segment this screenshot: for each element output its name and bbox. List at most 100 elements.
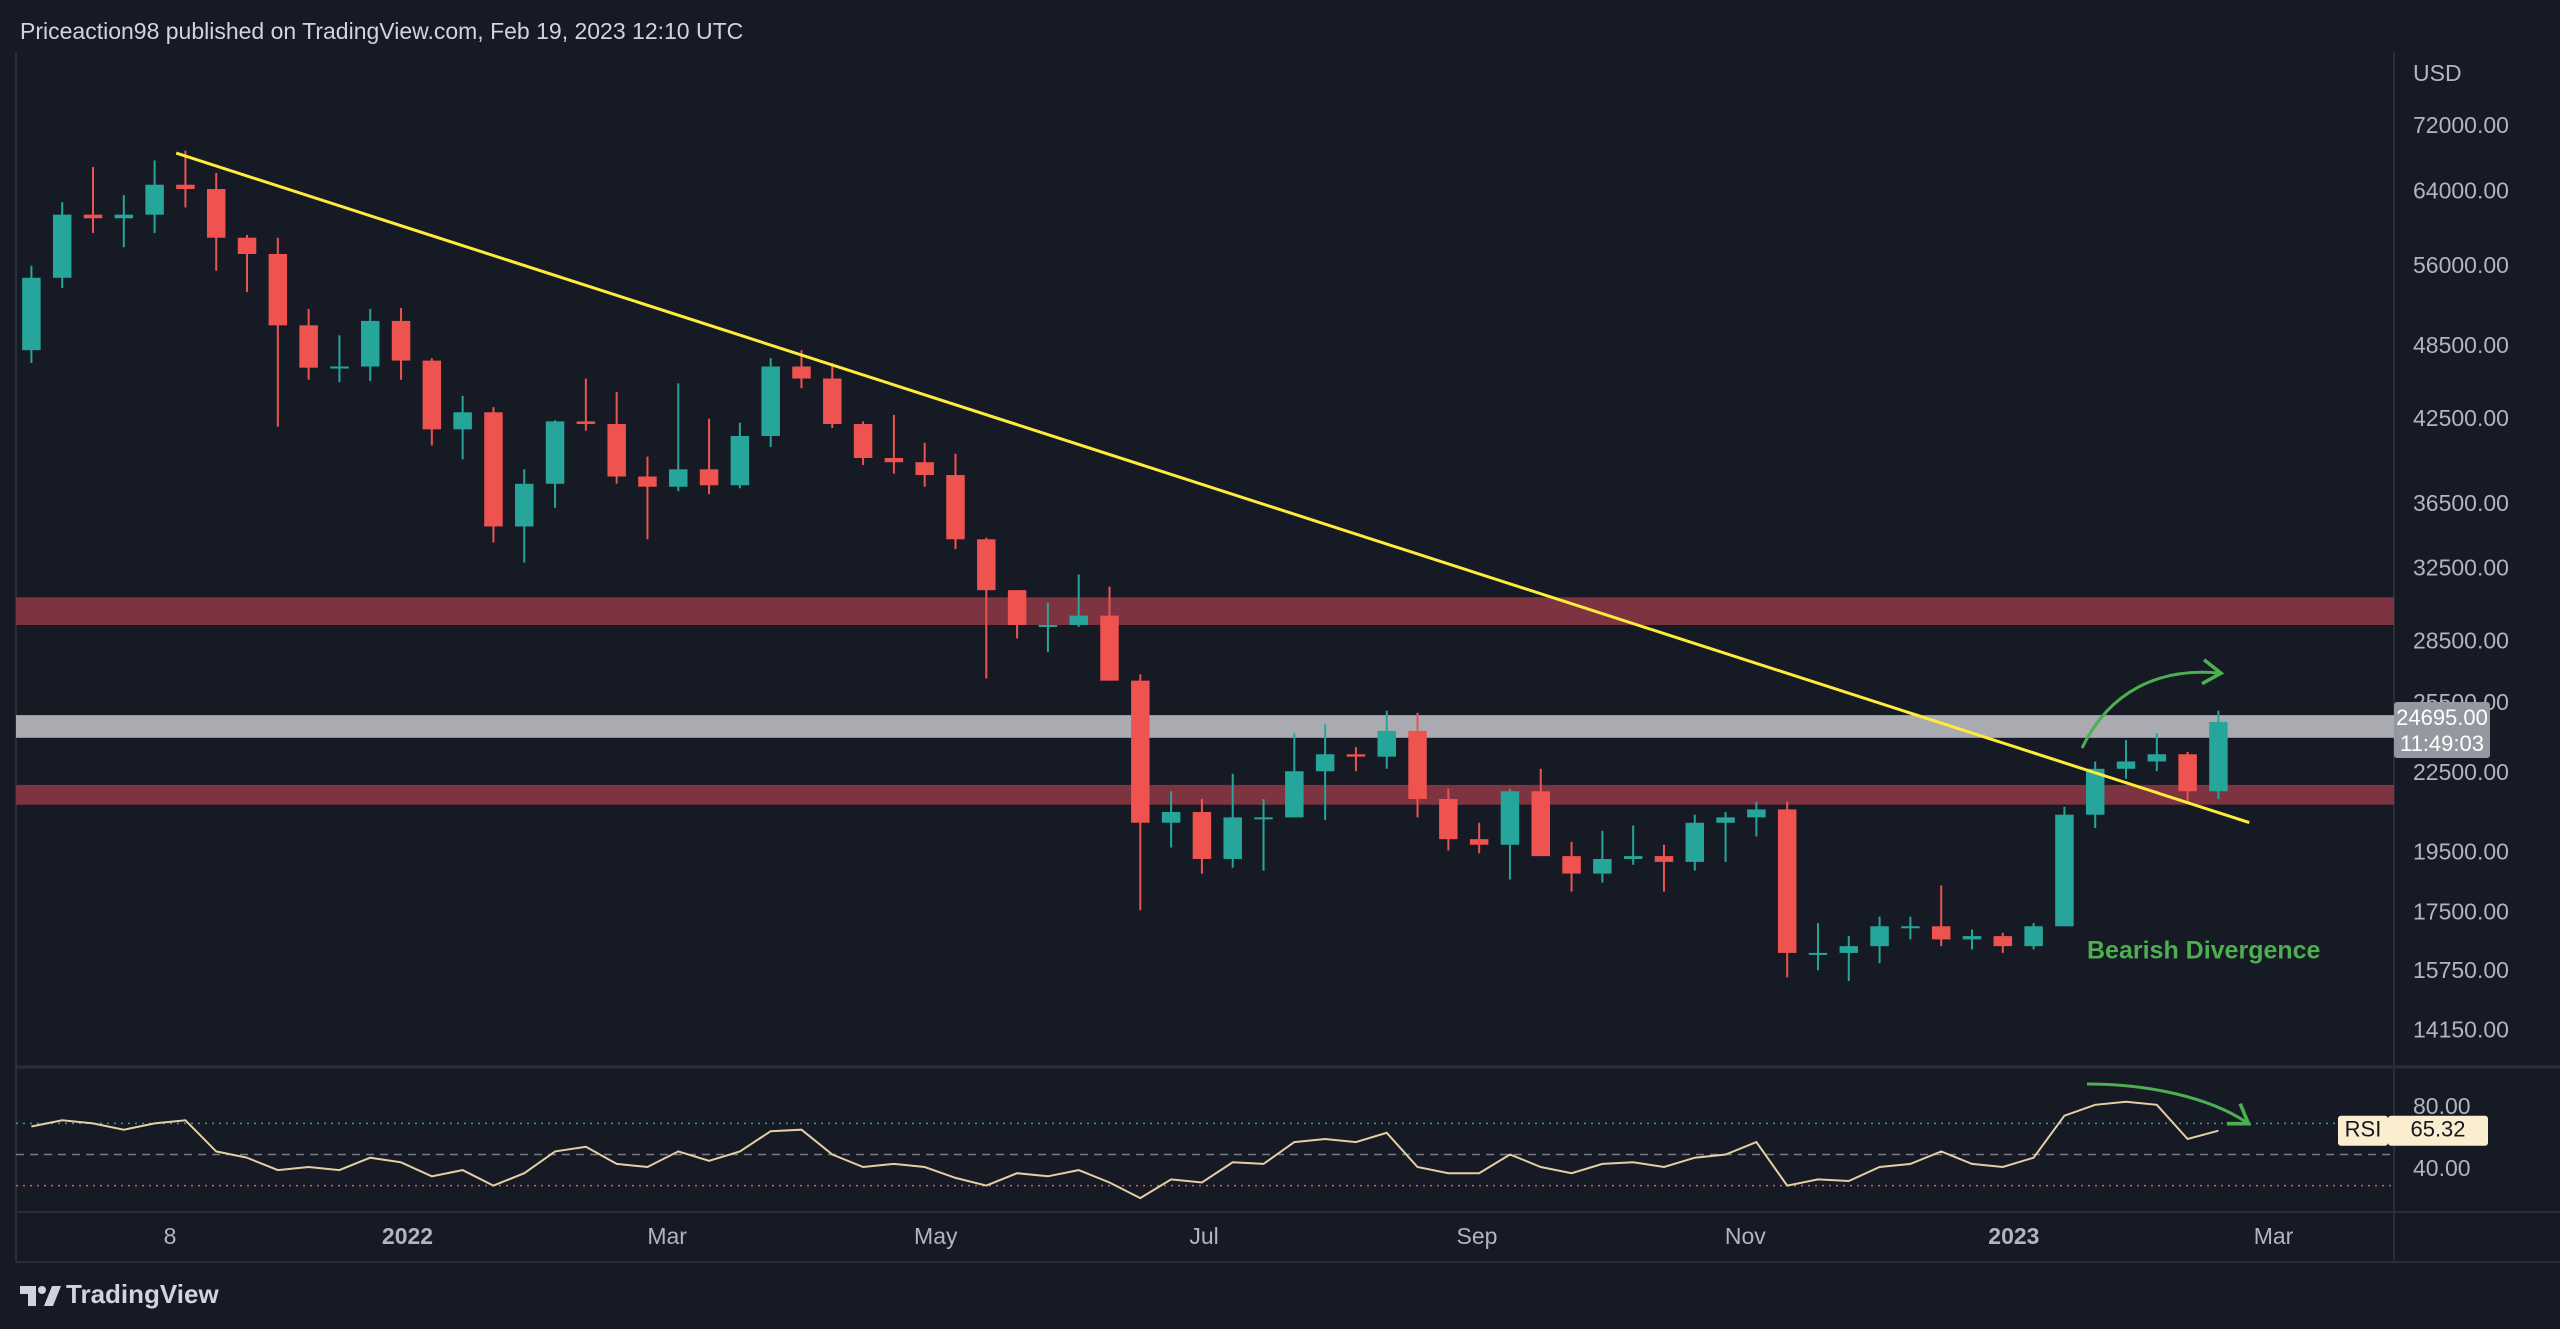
countdown-label: 11:49:03 (2400, 731, 2484, 756)
candle-body (1623, 856, 1643, 859)
candle-body (1747, 809, 1766, 818)
brand-name: TradingView (66, 1279, 219, 1309)
trendline (175, 151, 2250, 824)
x-tick-label: May (914, 1223, 958, 1249)
candle-body (83, 214, 103, 219)
candle-body (669, 469, 688, 487)
candle-body (1685, 822, 1705, 862)
candle-body (792, 366, 811, 379)
candle-body (1346, 754, 1366, 757)
price-zone (16, 784, 2394, 805)
candle-body (699, 469, 719, 486)
candle-body (484, 412, 503, 527)
candle-body (1716, 817, 1735, 823)
axes: USD 72000.00 64000.00 56000.00 48500.00 42500… (164, 60, 2509, 1249)
candle-body (145, 184, 164, 215)
candle-body (114, 214, 134, 219)
rsi-line (31, 1100, 2219, 1200)
candle-body (206, 189, 226, 238)
rsi-pane (16, 1100, 2394, 1200)
candle-body (422, 360, 442, 430)
candle-body (946, 475, 965, 540)
candle-body (2178, 754, 2197, 792)
annotation: Bearish Divergence (2087, 937, 2321, 965)
x-tick-label: Jul (1189, 1223, 1218, 1249)
y-tick-label: 48500.00 (2413, 332, 2509, 358)
brand-logo (20, 1286, 61, 1306)
candle-body (1870, 926, 1889, 947)
y-tick-label: 64000.00 (2413, 178, 2509, 204)
price-zone (16, 715, 2394, 738)
rsi-arrow (2086, 1082, 2252, 1126)
price-arrow (2080, 658, 2225, 749)
y-tick-label: 19500.00 (2413, 838, 2509, 864)
candle-body (2116, 761, 2136, 769)
candle-body (515, 483, 534, 527)
x-tick-label: Mar (647, 1223, 687, 1249)
publish-header: Priceaction98 published on TradingView.c… (20, 18, 743, 44)
candle-body (453, 412, 472, 430)
rsi-name-box (2338, 1115, 2388, 1146)
candle-body (1931, 926, 1951, 940)
candle-body (1100, 615, 1119, 681)
candle-body (52, 214, 72, 278)
candle-body (1285, 771, 1304, 818)
candle-body (823, 378, 842, 425)
candle-body (1993, 936, 2013, 947)
candle-body (391, 320, 411, 361)
candle-body (1254, 817, 1273, 820)
y-tick-label: 17500.00 (2413, 898, 2509, 924)
x-tick-label: 8 (164, 1223, 177, 1249)
x-tick-label: 2023 (1988, 1223, 2039, 1249)
candle-body (22, 277, 41, 351)
y-tick-label: 22500.00 (2413, 759, 2509, 785)
candle-body (1500, 791, 1520, 845)
candle-body (853, 424, 873, 458)
y-tick-label: 42500.00 (2413, 405, 2509, 431)
candle-body (237, 237, 257, 254)
candle-body (2085, 768, 2105, 815)
price-pane: Bearish Divergence (16, 150, 2394, 981)
candle-body (884, 457, 904, 463)
candle-body (977, 539, 996, 591)
candle-body (1901, 926, 1920, 929)
candle-body (1223, 817, 1242, 859)
x-tick-label: Sep (1457, 1223, 1498, 1249)
candle-body (2024, 926, 2043, 947)
candle-body (1439, 798, 1458, 840)
price-zone (16, 597, 2394, 625)
y-tick-label: 28500.00 (2413, 627, 2509, 653)
candle-body (761, 366, 780, 437)
candle-body (1192, 812, 1212, 859)
candle-body (1069, 615, 1088, 625)
candle-body (1007, 590, 1027, 625)
candle-body (1161, 812, 1181, 823)
rsi-tick-label: 80.00 (2413, 1093, 2471, 1119)
candle-body (2055, 814, 2074, 927)
candle-body (1131, 680, 1150, 823)
y-tick-label: 56000.00 (2413, 252, 2509, 278)
currency-label: USD (2413, 60, 2462, 86)
candle-body (1777, 809, 1797, 953)
candle-body (730, 436, 750, 486)
candle-body (1315, 754, 1335, 772)
y-tick-label: 36500.00 (2413, 490, 2509, 516)
candle-body (2209, 721, 2228, 792)
y-tick-label: 14150.00 (2413, 1017, 2509, 1043)
candle-body (1808, 952, 1828, 955)
candle-body (1038, 624, 1058, 627)
last-price-box (2394, 701, 2490, 758)
candle-body (1562, 856, 1581, 874)
candle-body (299, 325, 318, 368)
candle-body (576, 421, 596, 425)
candle-body (1839, 946, 1859, 953)
y-tick-label: 15750.00 (2413, 957, 2509, 983)
candle-body (1469, 839, 1489, 845)
rsi-value-label: 65.32 (2410, 1117, 2465, 1142)
y-tick-label: 32500.00 (2413, 554, 2509, 580)
candle-body (360, 320, 380, 367)
candle-body (1531, 791, 1550, 857)
